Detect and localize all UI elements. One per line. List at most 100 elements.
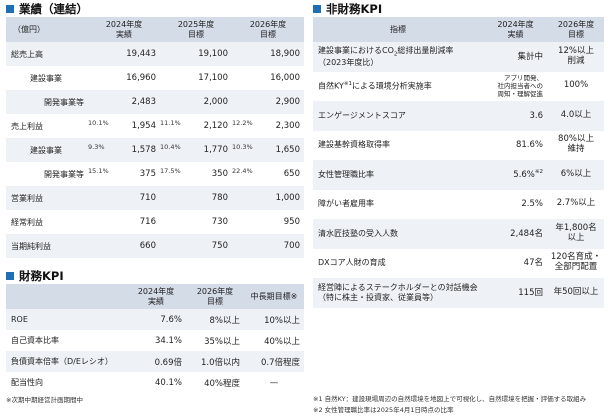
indicator-label: DXコア人財の育成 — [313, 248, 483, 278]
margin-percent: 15.1% — [88, 167, 109, 175]
value-cell: 35%以上 — [186, 330, 244, 351]
indicator-text: エンゲージメントスコア — [318, 110, 406, 120]
section-marker-icon — [6, 5, 14, 13]
margin-percent: 9.3% — [88, 143, 105, 151]
amount: 1,770 — [203, 145, 228, 155]
table-row: 建設事業におけるCO2総排出量削減率 （2023年度比） 集計中 12%以上 削減 — [313, 42, 604, 72]
value-cell: 710 — [88, 186, 160, 210]
value-wrap: 19,443 — [88, 49, 156, 59]
column-header: 2024年度 実績 — [88, 17, 160, 42]
empty-header — [6, 284, 126, 309]
table-row: 自己資本比率 34.1% 35%以上 40%以上 — [6, 330, 304, 351]
table-row: 女性管理職比率 5.6%※2 6%以上 — [313, 160, 604, 190]
actual-cell: 2.5% — [483, 189, 548, 219]
amount: 780 — [211, 193, 228, 203]
target-cell: 6%以上 — [548, 160, 604, 190]
value-wrap: 22.4% 650 — [232, 167, 300, 179]
table-row: 建設事業 9.3% 1,578 10.4% 1,770 10.3% 1,650 — [6, 138, 304, 162]
table-row: 障がい者雇用率 2.5% 2.7%以上 — [313, 189, 604, 219]
table-row: 経営陣によるステークホルダーとの対話機会 （特に株主・投資家、従業員等） 115回年… — [313, 278, 604, 308]
amount: 2,900 — [275, 97, 300, 107]
value-cell: 16,000 — [232, 66, 304, 90]
financial-kpi-table: 2024年度 実績 2026年度 目標 中長期目標※ ROE 7.6% 8%以上 10%以… — [6, 284, 304, 393]
value-cell: 2,000 — [160, 90, 232, 114]
value-wrap: 18,900 — [232, 49, 300, 59]
target-value: 2.7%以上 — [556, 198, 596, 209]
amount: 19,443 — [126, 49, 156, 59]
table-row: ROE 7.6% 8%以上 10%以上 — [6, 309, 304, 330]
actual-value: 2.5% — [521, 199, 543, 210]
table-row: 当期純利益 660 750 700 — [6, 234, 304, 258]
amount: 1,578 — [131, 145, 156, 155]
row-label: 開発事業等 — [6, 90, 88, 114]
financial-kpi-note: ※次期中期経営計画期間中 — [6, 396, 83, 404]
table-row: 自然KY※1による環境分析実施率 アプリ開発、 社内担当者への 周知・理解促進 100% — [313, 71, 604, 101]
indicator-text: 経営陣によるステークホルダーとの対話機会 — [318, 282, 478, 292]
table-row: 建設事業 16,960 17,100 16,000 — [6, 66, 304, 90]
nonfinancial-kpi-section-title: 非財務KPI — [313, 1, 382, 17]
value-wrap: 16,960 — [88, 73, 156, 83]
amount: 2,483 — [131, 97, 156, 107]
value-cell: 2,900 — [232, 90, 304, 114]
amount: 2,300 — [275, 121, 300, 131]
value-cell: 0.7倍程度 — [244, 351, 304, 372]
amount: 1,650 — [275, 145, 300, 155]
column-header: 中長期目標※ — [244, 284, 304, 309]
amount: 350 — [211, 169, 228, 179]
margin-percent: 10.1% — [88, 119, 109, 127]
indicator-text: 障がい者雇用率 — [318, 199, 374, 209]
value-wrap: 700 — [232, 241, 300, 251]
value-cell: 15.1% 375 — [88, 162, 160, 186]
value-cell: 19,443 — [88, 42, 160, 66]
value-cell: 10%以上 — [244, 309, 304, 330]
target-cell: 80%以上 維持 — [548, 130, 604, 160]
subscript: 2 — [393, 51, 398, 58]
actual-value: 2,484名 — [510, 228, 543, 239]
value-cell: 40%以上 — [244, 330, 304, 351]
row-label: 建設事業 — [6, 66, 88, 90]
value-cell: 19,100 — [160, 42, 232, 66]
row-label: ROE — [6, 309, 126, 330]
target-value: 4.0以上 — [560, 109, 592, 120]
target-cell: 12%以上 削減 — [548, 42, 604, 72]
actual-cell: 集計中 — [483, 42, 548, 72]
amount: 750 — [211, 241, 228, 251]
value-cell: 12.2% 2,300 — [232, 114, 304, 138]
indicator-subtext: （特に株主・投資家、従業員等） — [318, 292, 438, 302]
actual-cell: 47名 — [483, 248, 548, 278]
amount: 730 — [211, 217, 228, 227]
table-row: 建設基幹資格取得率 81.6% 80%以上 維持 — [313, 130, 604, 160]
value-cell: 16,960 — [88, 66, 160, 90]
column-header: 2026年度 目標 — [548, 17, 604, 42]
amount: 17,100 — [198, 73, 228, 83]
margin-percent: 10.4% — [160, 143, 181, 151]
indicator-label: 建設事業におけるCO2総排出量削減率 （2023年度比） — [313, 42, 483, 72]
value-cell: 10.3% 1,650 — [232, 138, 304, 162]
financial-kpi-section-title: 財務KPI — [6, 268, 64, 284]
value-cell: 1,000 — [232, 186, 304, 210]
indicator-label: 障がい者雇用率 — [313, 189, 483, 219]
indicator-text: 建設事業におけるCO — [318, 45, 394, 55]
amount: 16,000 — [270, 73, 300, 83]
actual-value: 5.6% — [513, 170, 535, 181]
row-label: 配当性向 — [6, 372, 126, 393]
value-wrap: 716 — [88, 217, 156, 227]
value-wrap: 730 — [160, 217, 228, 227]
value-wrap: 17.5% 350 — [160, 167, 228, 179]
value-cell: 8%以上 — [186, 309, 244, 330]
value-wrap: 950 — [232, 217, 300, 227]
target-value: 年50回以上 — [553, 286, 599, 297]
amount: 650 — [283, 169, 300, 179]
value-wrap: 9.3% 1,578 — [88, 143, 156, 155]
target-cell: 4.0以上 — [548, 101, 604, 131]
target-value: 12%以上 削減 — [558, 45, 594, 66]
indicator-label: 清水匠技塾の受入人数 — [313, 219, 483, 249]
actual-cell: 81.6% — [483, 130, 548, 160]
value-wrap: 10.3% 1,650 — [232, 143, 300, 155]
actual-value: 集計中 — [517, 51, 543, 62]
row-label: 売上利益 — [6, 114, 88, 138]
nonfinancial-kpi-note-1: ※1 自然KY：建設現場周辺の自然環境を地図上で可視化し、自然環境を把握・評価す… — [313, 395, 587, 403]
target-cell: 100% — [548, 71, 604, 101]
amount: 16,960 — [126, 73, 156, 83]
table-row: 営業利益 710 780 1,000 — [6, 186, 304, 210]
